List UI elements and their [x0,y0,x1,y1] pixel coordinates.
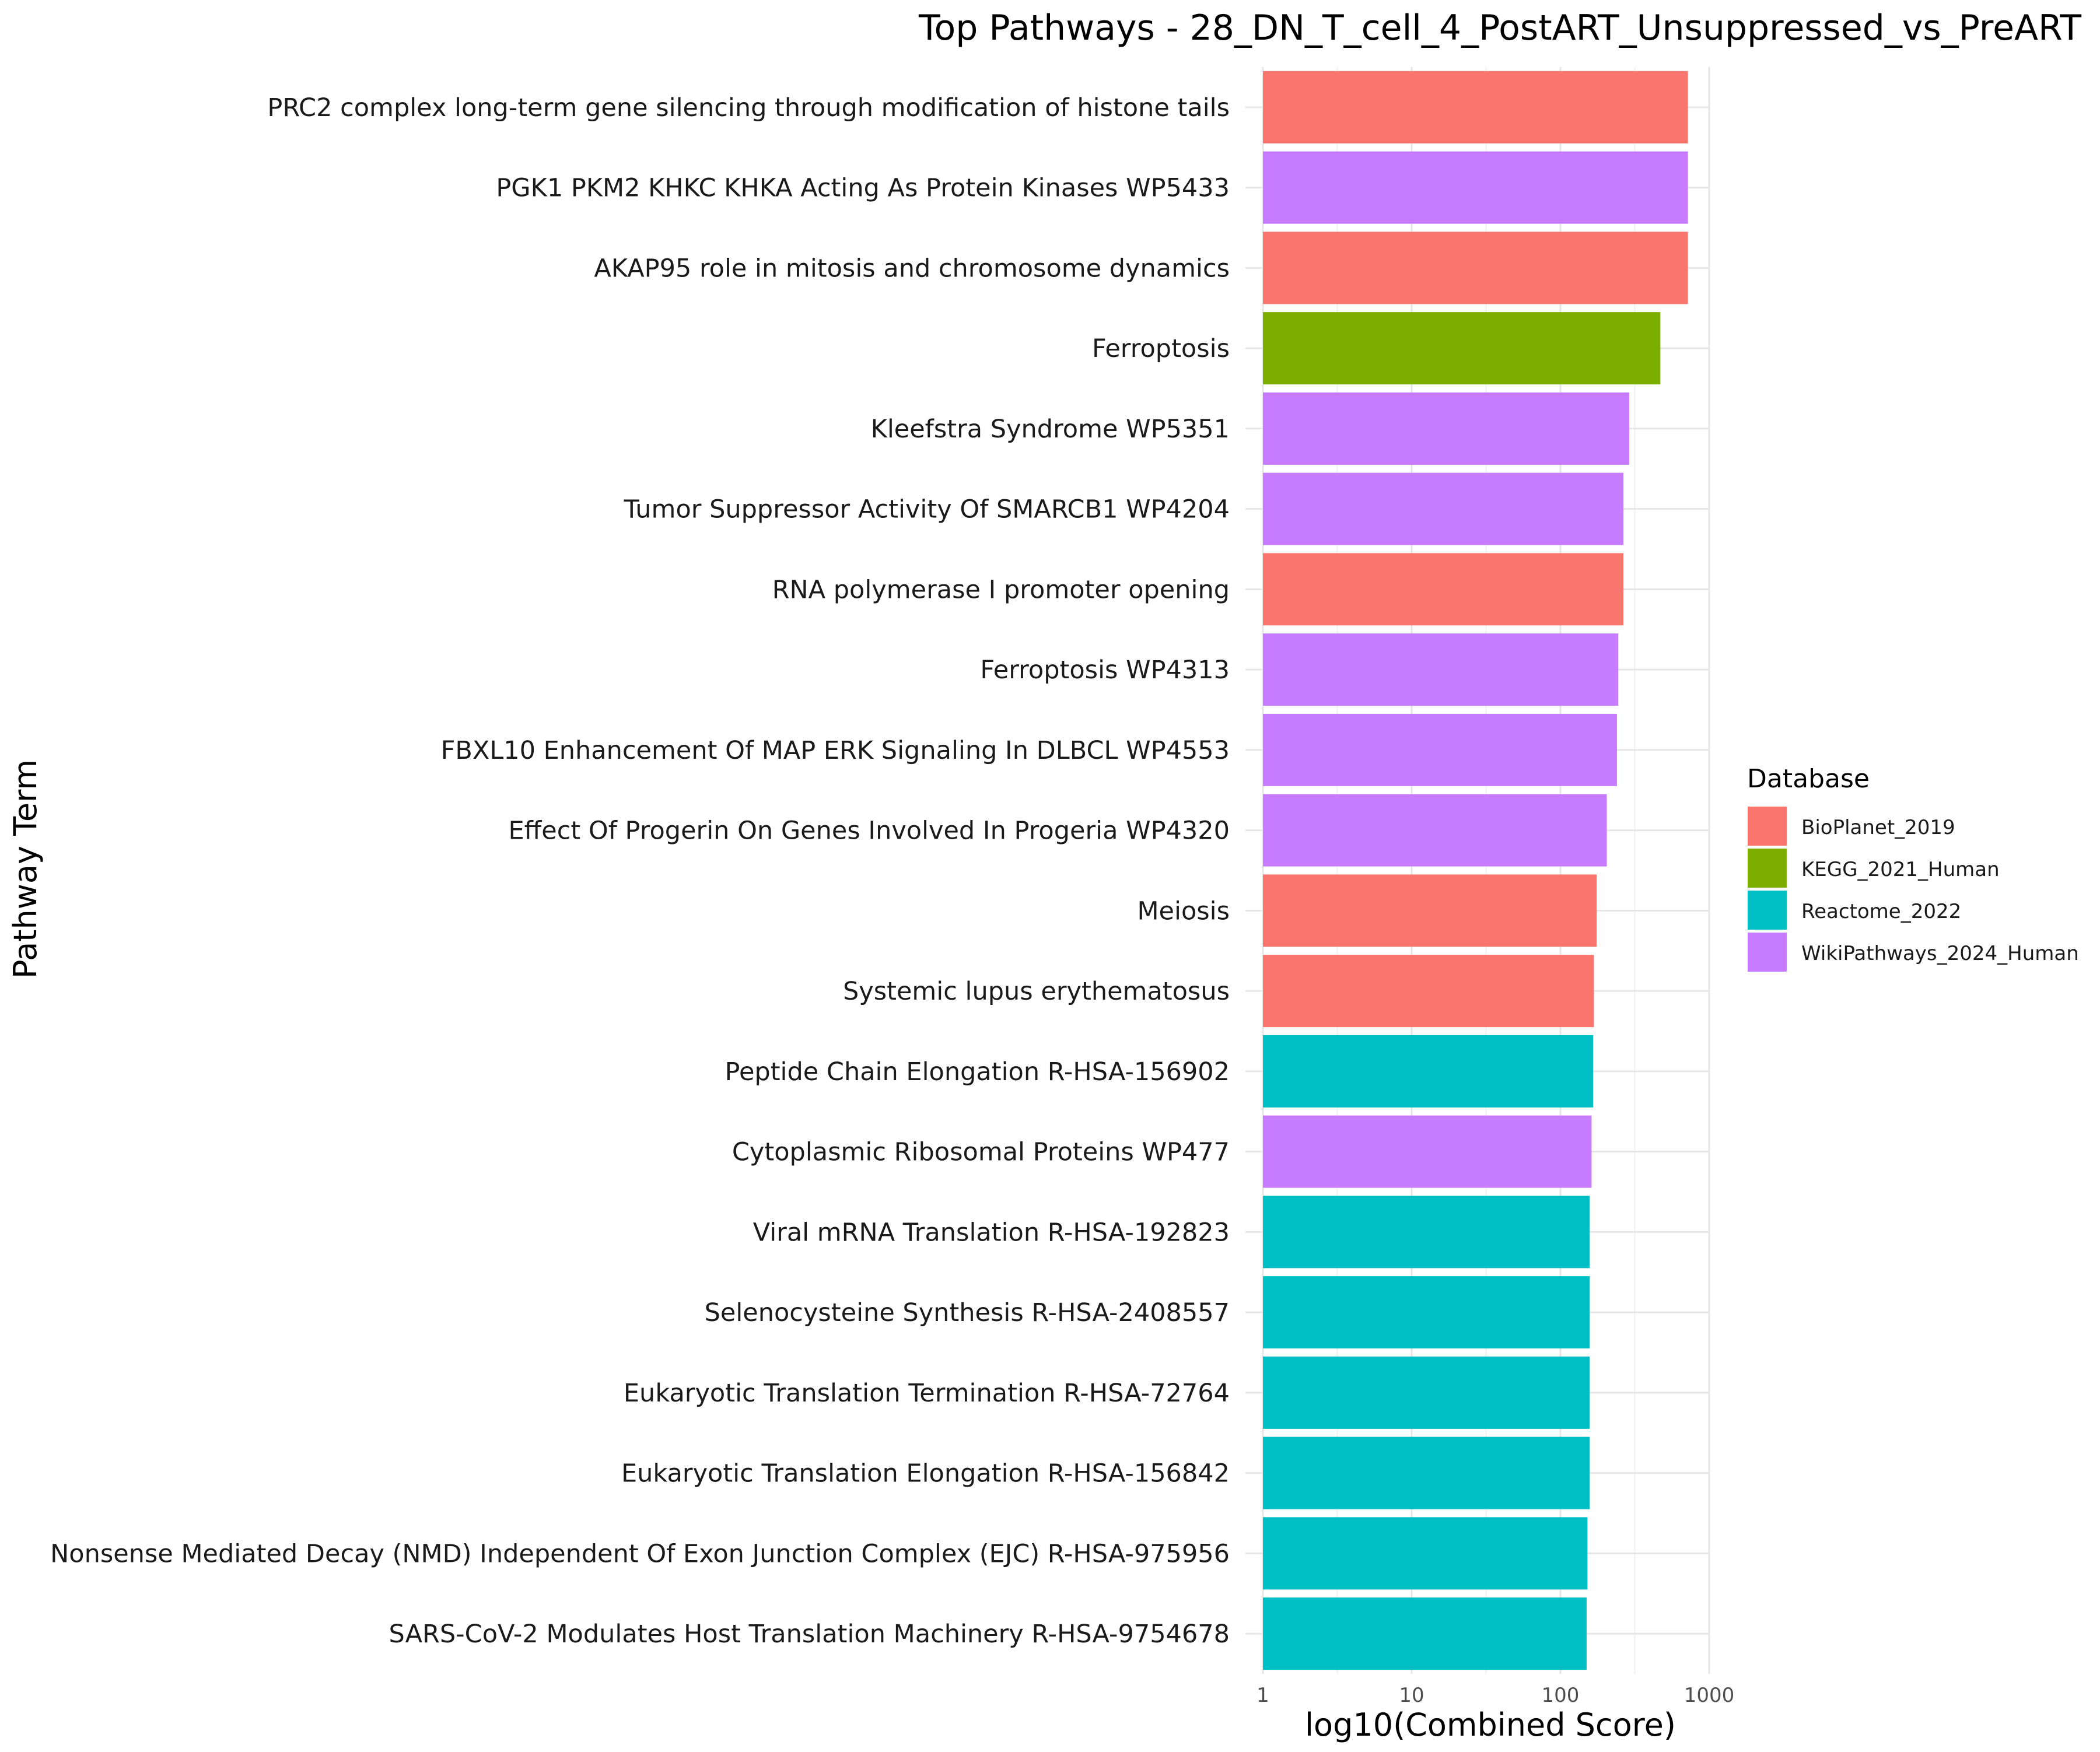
legend-label: WikiPathways_2024_Human [1801,942,2079,965]
y-tick-label: Nonsense Mediated Decay (NMD) Independen… [50,1539,1230,1568]
y-tick-label: Peptide Chain Elongation R-HSA-156902 [725,1057,1230,1087]
legend-label: Reactome_2022 [1801,900,1961,923]
y-tick-label: Eukaryotic Translation Elongation R-HSA-… [621,1459,1230,1488]
legend-swatch [1748,807,1787,846]
chart-title: Top Pathways - 28_DN_T_cell_4_PostART_Un… [918,8,2081,48]
x-tick-label: 1000 [1684,1684,1735,1707]
legend-title: Database [1747,764,1870,794]
bars [1263,71,1688,1670]
bar [1263,794,1607,867]
bar [1263,472,1623,545]
legend-swatch [1748,933,1787,972]
y-tick-label: Systemic lupus erythematosus [843,977,1230,1006]
y-tick-label: Ferroptosis [1092,334,1230,363]
bar [1263,232,1688,304]
legend: Database BioPlanet_2019 KEGG_2021_Human Re… [1747,764,2079,972]
legend-label: KEGG_2021_Human [1801,858,2000,881]
bar [1263,713,1617,786]
y-tick-label: Effect Of Progerin On Genes Involved In … [508,817,1230,846]
y-tick-label: SARS-CoV-2 Modulates Host Translation Ma… [388,1620,1230,1649]
y-tick-label: Meiosis [1137,896,1230,926]
y-tick-label: RNA polymerase I promoter opening [772,575,1230,604]
x-axis-title: log10(Combined Score) [1305,1707,1676,1743]
x-tick-label: 10 [1399,1684,1424,1707]
x-tick-label: 100 [1542,1684,1580,1707]
bar [1263,71,1688,143]
x-tick-label: 1 [1256,1684,1269,1707]
legend-swatch [1748,849,1787,888]
bar [1263,1517,1588,1590]
legend-items: BioPlanet_2019 KEGG_2021_Human Reactome_20… [1748,807,2079,972]
bar [1263,1356,1590,1429]
y-tick-label: Viral mRNA Translation R-HSA-192823 [753,1218,1230,1247]
bar [1263,553,1623,626]
bar [1263,1035,1594,1108]
x-tick-labels: 1 10 100 1000 [1256,1684,1734,1707]
bar [1263,955,1594,1028]
bar [1263,1597,1587,1670]
y-tick-label: Eukaryotic Translation Termination R-HSA… [624,1379,1230,1408]
y-tick-label: Selenocysteine Synthesis R-HSA-2408557 [705,1298,1230,1327]
y-tick-label: PGK1 PKM2 KHKC KHKA Acting As Protein Ki… [496,174,1230,203]
y-tick-label: Cytoplasmic Ribosomal Proteins WP477 [732,1138,1230,1167]
bar [1263,1436,1590,1509]
bar [1263,151,1688,224]
bar [1263,1276,1590,1349]
y-axis-title: Pathway Term [7,759,44,979]
y-tick-labels: PRC2 complex long-term gene silencing th… [50,93,1230,1649]
legend-swatch [1748,891,1787,930]
bar [1263,392,1629,465]
y-tick-label: FBXL10 Enhancement Of MAP ERK Signaling … [441,736,1230,765]
bar [1263,1196,1590,1269]
y-tick-label: Tumor Suppressor Activity Of SMARCB1 WP4… [624,495,1230,524]
legend-label: BioPlanet_2019 [1801,816,1955,839]
bar [1263,312,1661,385]
y-tick-label: AKAP95 role in mitosis and chromosome dy… [594,254,1230,283]
y-tick-label: Kleefstra Syndrome WP5351 [871,415,1230,444]
bar [1263,633,1619,706]
y-tick-label: Ferroptosis WP4313 [980,656,1230,685]
bar [1263,874,1597,947]
y-tick-label: PRC2 complex long-term gene silencing th… [267,93,1230,122]
bar [1263,1115,1592,1188]
